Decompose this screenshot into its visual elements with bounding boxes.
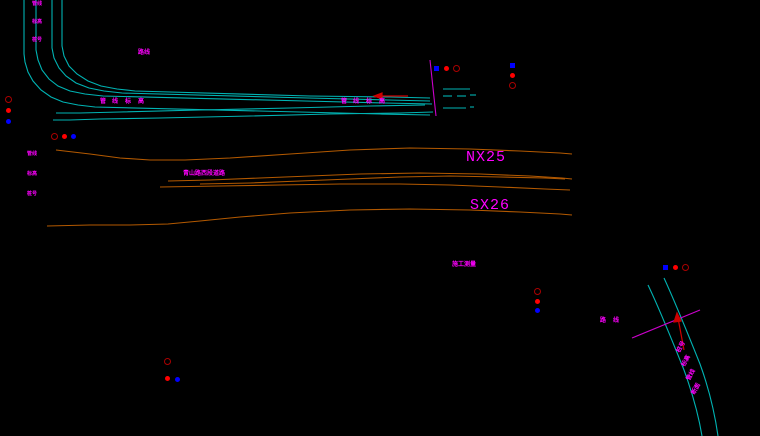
curve-edge-inner [647, 284, 703, 436]
road-edge-4 [61, 0, 431, 99]
survey-marker-red[interactable] [535, 299, 540, 304]
survey-marker-ring[interactable] [453, 65, 460, 72]
survey-marker-red[interactable] [6, 108, 11, 113]
road-edge-1 [23, 0, 431, 116]
arrow-up-curve [673, 311, 685, 351]
road-edge-2 [35, 0, 433, 105]
section-line-vertical [429, 59, 437, 117]
direction-arrows [372, 92, 685, 351]
road-edge-5 [53, 111, 434, 121]
arrow-left [372, 92, 408, 100]
survey-marker-ring[interactable] [534, 288, 541, 295]
survey-marker-ring[interactable] [164, 358, 171, 365]
survey-marker-blue[interactable] [663, 265, 668, 270]
road-edge-lines [23, 0, 434, 121]
survey-marker-red[interactable] [165, 376, 170, 381]
section-line-diagonal [631, 309, 701, 339]
survey-marker-blue[interactable] [6, 119, 11, 124]
contour-2 [167, 172, 573, 182]
curve-edge-outer [663, 277, 719, 436]
curved-road [647, 277, 719, 436]
survey-marker-blue[interactable] [434, 66, 439, 71]
survey-marker-blue[interactable] [71, 134, 76, 139]
contour-3 [199, 175, 566, 185]
section-lines [429, 59, 701, 339]
contour-1 [55, 147, 573, 161]
survey-marker-red[interactable] [62, 134, 67, 139]
road-edge-dashes [443, 88, 476, 109]
road-edge-6 [56, 104, 426, 114]
survey-marker-red[interactable] [510, 73, 515, 78]
survey-marker-blue[interactable] [175, 377, 180, 382]
survey-marker-red[interactable] [673, 265, 678, 270]
survey-marker-red[interactable] [444, 66, 449, 71]
road-edge-3 [51, 0, 431, 102]
contour-lines [46, 147, 573, 227]
survey-marker-ring[interactable] [682, 264, 689, 271]
survey-marker-ring[interactable] [5, 96, 12, 103]
survey-marker-blue[interactable] [535, 308, 540, 313]
contour-5 [46, 208, 573, 227]
survey-marker-ring[interactable] [509, 82, 516, 89]
survey-marker-blue[interactable] [510, 63, 515, 68]
survey-marker-ring[interactable] [51, 133, 58, 140]
contour-4 [159, 183, 571, 191]
